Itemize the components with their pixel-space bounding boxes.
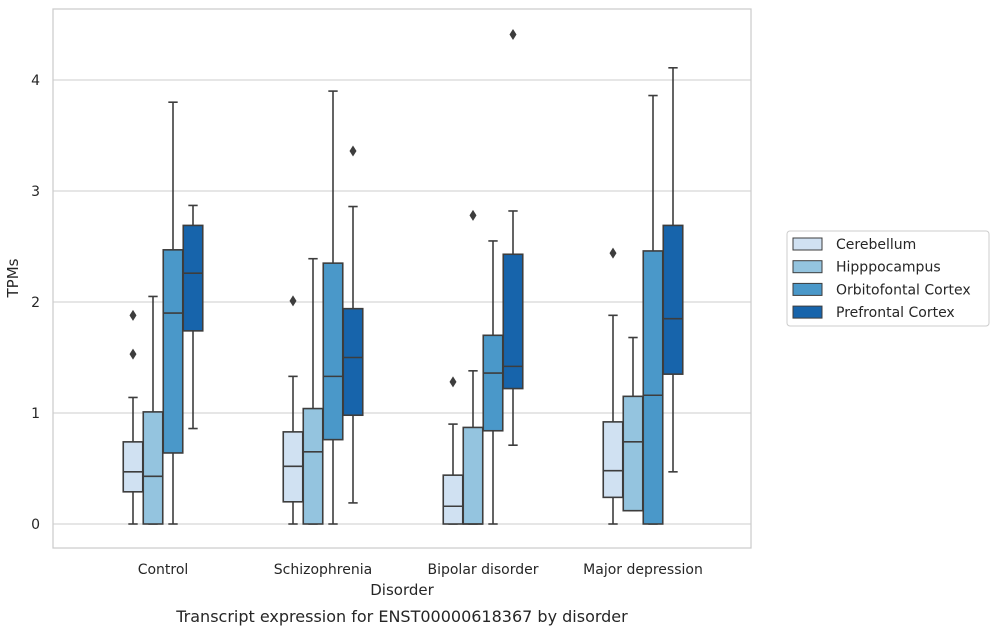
box-3-0 bbox=[182, 204, 204, 430]
x-tick-label: Bipolar disorder bbox=[427, 562, 538, 578]
box-iqr bbox=[302, 407, 324, 525]
box-iqr bbox=[442, 474, 464, 525]
outlier-point bbox=[449, 376, 457, 388]
legend-swatch-2 bbox=[792, 282, 823, 296]
box-iqr bbox=[342, 307, 364, 417]
y-axis-ticks: 0 1 2 3 4 bbox=[31, 73, 40, 533]
y-tick-label: 0 bbox=[31, 517, 40, 533]
series-1 bbox=[142, 209, 644, 525]
legend-label-0: Cerebellum bbox=[836, 237, 916, 253]
box-iqr bbox=[162, 249, 184, 454]
outlier-point bbox=[509, 28, 517, 40]
x-axis-ticks: Control Schizophrenia Bipolar disorder Majo… bbox=[138, 562, 703, 578]
legend-label-3: Prefrontal Cortex bbox=[836, 305, 955, 321]
box-3-2 bbox=[502, 28, 524, 446]
outlier-point bbox=[469, 209, 477, 221]
box-iqr bbox=[642, 250, 664, 525]
box-iqr bbox=[502, 253, 524, 390]
y-tick-label: 3 bbox=[31, 184, 40, 200]
box-iqr bbox=[462, 426, 484, 525]
outlier-point bbox=[609, 247, 617, 259]
x-tick-label: Major depression bbox=[583, 562, 703, 578]
y-tick-label: 2 bbox=[31, 295, 40, 311]
box-1-0 bbox=[142, 295, 164, 525]
box-1-1 bbox=[302, 257, 324, 525]
box-0-3 bbox=[602, 247, 624, 525]
box-series bbox=[122, 28, 684, 525]
y-tick-label: 4 bbox=[31, 73, 40, 89]
box-iqr bbox=[622, 395, 644, 512]
legend-swatch-1 bbox=[792, 260, 823, 274]
outlier-point bbox=[289, 295, 297, 307]
y-axis-label: TPMs bbox=[4, 258, 22, 298]
box-3-3 bbox=[662, 66, 684, 473]
box-2-0 bbox=[162, 101, 184, 525]
box-1-2 bbox=[462, 209, 484, 525]
outlier-point bbox=[129, 309, 137, 321]
box-0-2 bbox=[442, 376, 464, 525]
legend-swatch-3 bbox=[792, 305, 823, 319]
box-iqr bbox=[482, 334, 504, 432]
legend-label-1: Hipppocampus bbox=[836, 260, 941, 276]
legend-swatch-0 bbox=[792, 237, 823, 251]
box-iqr bbox=[322, 262, 344, 441]
outlier-point bbox=[129, 348, 137, 360]
series-3 bbox=[182, 28, 684, 504]
chart-caption: Transcript expression for ENST0000061836… bbox=[175, 607, 628, 626]
x-tick-label: Schizophrenia bbox=[274, 562, 372, 578]
series-0 bbox=[122, 247, 624, 525]
box-2-3 bbox=[642, 94, 664, 525]
series-2 bbox=[162, 90, 664, 525]
legend-label-2: Orbitofontal Cortex bbox=[836, 282, 971, 298]
box-0-1 bbox=[282, 295, 304, 525]
x-tick-label: Control bbox=[138, 562, 189, 578]
box-0-0 bbox=[122, 309, 144, 525]
legend: Cerebellum Hipppocampus Orbitofontal Corte… bbox=[786, 230, 990, 327]
box-2-1 bbox=[322, 90, 344, 525]
x-axis-label: Disorder bbox=[370, 581, 434, 599]
outlier-point bbox=[349, 145, 357, 157]
box-iqr bbox=[662, 224, 684, 375]
legend-frame bbox=[786, 230, 990, 327]
box-iqr bbox=[142, 411, 164, 525]
box-iqr bbox=[602, 421, 624, 499]
box-iqr bbox=[182, 224, 204, 332]
box-iqr bbox=[122, 441, 144, 493]
box-3-1 bbox=[342, 145, 364, 504]
y-tick-label: 1 bbox=[31, 406, 40, 422]
